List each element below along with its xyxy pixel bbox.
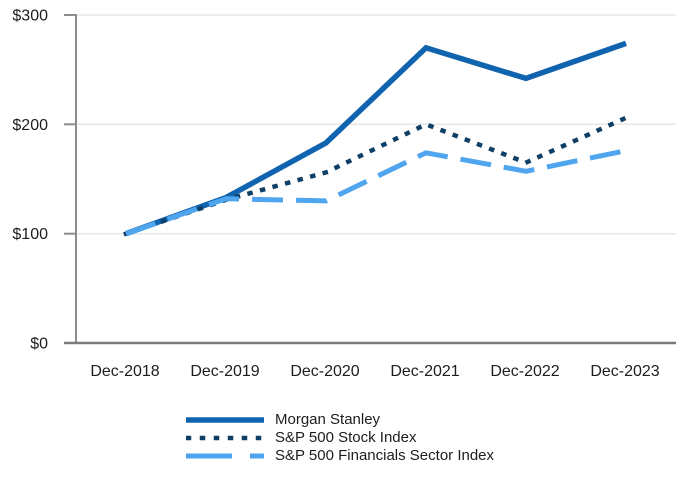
x-label-dec-2018: Dec-2018 <box>90 363 159 380</box>
legend-label: S&P 500 Stock Index <box>275 429 417 446</box>
legend-label: S&P 500 Financials Sector Index <box>275 447 495 464</box>
series-line-morgan-stanley <box>125 40 627 237</box>
x-tick-labels: Dec-2018 Dec-2019 Dec-2020 Dec-2021 Dec-… <box>90 363 659 380</box>
dashed-line-swatch-icon <box>186 453 264 458</box>
gridlines <box>76 14 676 235</box>
x-label-dec-2019: Dec-2019 <box>190 363 259 380</box>
x-label-dec-2023: Dec-2023 <box>590 363 659 380</box>
series-line-sp500-financials-sector-index <box>125 148 627 237</box>
y-tick-label-300: $300 <box>12 8 48 25</box>
solid-line-swatch-icon <box>186 416 264 423</box>
legend: Morgan Stanley S&P 500 Stock Index S&P 5… <box>186 412 494 463</box>
legend-item-sp500-financials: S&P 500 Financials Sector Index <box>186 448 494 463</box>
y-axis <box>64 14 77 343</box>
x-label-dec-2020: Dec-2020 <box>290 363 359 380</box>
y-tick-labels: $0 $100 $200 $300 <box>12 8 48 353</box>
y-tick-label-100: $100 <box>12 226 48 243</box>
legend-label: Morgan Stanley <box>275 411 381 428</box>
y-tick-label-200: $200 <box>12 117 48 134</box>
legend-item-morgan-stanley: Morgan Stanley <box>186 412 494 427</box>
y-tick-label-0: $0 <box>30 336 48 353</box>
series-line-sp500-stock-index <box>123 114 629 237</box>
legend-item-sp500-stock-index: S&P 500 Stock Index <box>186 430 494 445</box>
chart-svg: $0 $100 $200 $300 Dec-2018 Dec-2019 Dec-… <box>12 8 676 380</box>
dotted-line-swatch-icon <box>186 435 264 440</box>
x-label-dec-2022: Dec-2022 <box>490 363 559 380</box>
x-label-dec-2021: Dec-2021 <box>390 363 459 380</box>
